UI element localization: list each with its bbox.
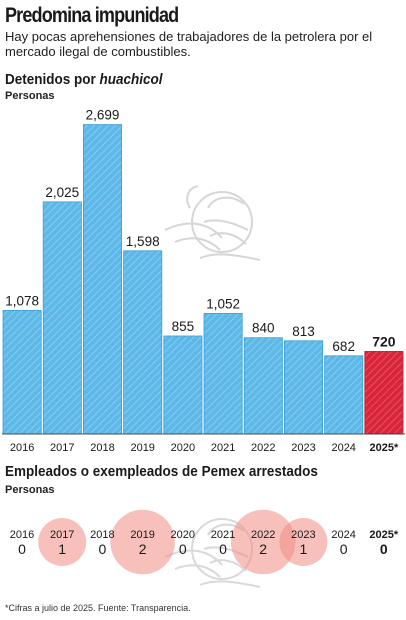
x-tick-label: 2017 <box>50 442 74 454</box>
source-note: *Cifras a julio de 2025. Fuente: Transpa… <box>5 603 191 613</box>
x-tick-label: 2019 <box>130 442 154 454</box>
bubble-year-label: 2016 <box>10 529 34 541</box>
bar-value-label: 682 <box>332 339 355 354</box>
bar-value-label: 1,598 <box>126 234 160 249</box>
bar-value-label: 2,699 <box>86 108 120 123</box>
bubble-value-label: 0 <box>18 541 26 557</box>
bubble-year-label: 2019 <box>130 529 154 541</box>
bar-2017 <box>42 201 82 435</box>
chart1-title-italic: huachicol <box>99 71 163 88</box>
bubble-year-label: 2024 <box>331 529 355 541</box>
bubble-year-label: 2022 <box>251 529 275 541</box>
chart2-unit: Personas <box>5 484 55 496</box>
bar-value-label: 2,025 <box>45 185 79 200</box>
bubble-value-label: 0 <box>340 541 348 557</box>
x-tick-label: 2024 <box>331 442 355 454</box>
chart1-title-text: Detenidos por <box>5 71 100 88</box>
bubble-year-label: 2018 <box>90 529 114 541</box>
bar-2025* <box>364 351 404 435</box>
x-tick-label: 2021 <box>211 442 235 454</box>
x-tick-label: 2016 <box>10 442 34 454</box>
bubble-2023 <box>279 518 328 566</box>
bar-value-label: 813 <box>292 324 315 339</box>
x-tick-label: 2018 <box>90 442 114 454</box>
bubble-year-label: 2023 <box>291 529 315 541</box>
bar-2024 <box>324 355 364 435</box>
bubble-year-label: 2017 <box>50 529 74 541</box>
bar-value-label: 720 <box>372 333 396 349</box>
bubble-2019 <box>110 509 175 575</box>
bar-2018 <box>83 124 123 435</box>
bar-value-label: 840 <box>252 321 275 336</box>
bubble-value-label: 1 <box>300 541 308 557</box>
bar-value-label: 1,052 <box>206 296 240 311</box>
bubble-year-label: 2025* <box>369 529 398 541</box>
bubble-value-label: 2 <box>259 541 267 557</box>
bar-2016 <box>2 310 42 435</box>
bubble-value-label: 0 <box>179 541 187 557</box>
chart1-title: Detenidos por huachicol <box>5 71 163 88</box>
bubble-value-label: 1 <box>58 541 66 557</box>
bubble-value-label: 2 <box>139 541 147 557</box>
bubble-2017 <box>38 518 87 566</box>
bubble-year-label: 2021 <box>211 529 235 541</box>
page-subtitle: Hay pocas aprehensiones de trabajadores … <box>5 29 373 59</box>
bar-2022 <box>243 337 283 435</box>
bubble-2022 <box>230 509 296 575</box>
bubble-value-label: 0 <box>219 541 227 557</box>
chart1-unit: Personas <box>5 90 55 102</box>
bar-chart: 1,078 2016 2,025 2017 2,699 2018 1,598 2019 855 2… <box>2 108 405 454</box>
x-tick-label: 2020 <box>171 442 195 454</box>
chart2-title: Empleados o exempleados de Pemex arresta… <box>5 463 318 480</box>
x-tick-label: 2025* <box>370 442 399 454</box>
eagle-seal-icon <box>164 185 261 261</box>
bar-2019 <box>123 250 163 435</box>
bubble-year-label: 2020 <box>171 529 195 541</box>
page-title: Predomina impunidad <box>5 4 179 27</box>
bubble-value-label: 0 <box>99 541 107 557</box>
bar-value-label: 855 <box>172 319 195 334</box>
x-tick-label: 2022 <box>251 442 275 454</box>
bubble-value-label: 0 <box>380 541 388 557</box>
bar-2020 <box>163 335 203 435</box>
x-tick-label: 2023 <box>291 442 315 454</box>
bar-value-label: 1,078 <box>5 293 39 308</box>
